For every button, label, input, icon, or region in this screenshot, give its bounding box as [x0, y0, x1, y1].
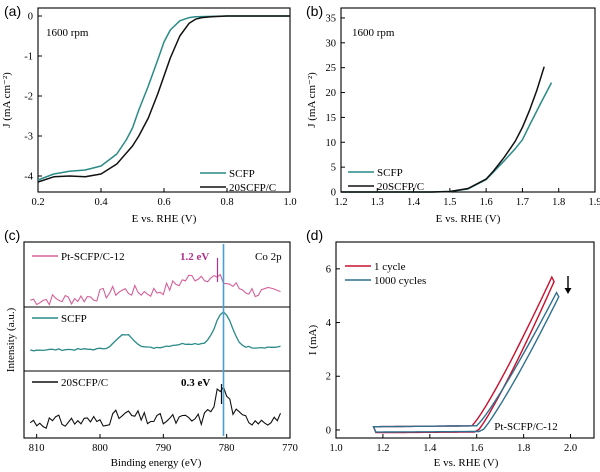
x-tick-label: 1.2: [334, 197, 347, 208]
y-tick-label: -4: [24, 172, 33, 183]
x-tick-label: 1.8: [552, 197, 565, 208]
plot-frame-b: [340, 7, 596, 193]
x-tick-label: 780: [219, 443, 235, 454]
y-tick-label: 0: [28, 12, 33, 23]
legend-label-1000cycles: 1000 cycles: [374, 275, 426, 287]
y-tick-label: 4: [326, 318, 332, 329]
curves-a: [37, 15, 290, 183]
legend-a: SCFP 20SCFP/C: [200, 168, 276, 194]
xlabel-d: E vs. RHE (V): [434, 457, 499, 469]
annotation-c: Co 2p: [255, 251, 282, 263]
x-tick-label: 0.4: [94, 197, 108, 208]
xlabel-c: Binding energy (eV): [111, 457, 202, 469]
spectrum-ptscfp: [30, 273, 281, 306]
y-tick-label: 0: [331, 188, 336, 199]
x-tick-label: 1.9: [588, 197, 600, 208]
x-tick-label: 1.2: [376, 443, 389, 454]
y-tick-label: 5: [331, 163, 336, 174]
x-tick-label: 0.8: [220, 197, 233, 208]
x-tick-label: 810: [29, 443, 45, 454]
series-line-b-0: [341, 82, 553, 193]
series-line-b-1: [341, 66, 545, 193]
legend-label-20scfpc-b: 20SCFP/C: [377, 181, 424, 193]
ticks-b: 1.2 1.3 1.4 1.5 1.6 1.7 1.8 1.9 0 5 10 15 20 25 30 35: [326, 13, 600, 208]
cv-1000-cycles: [372, 291, 560, 433]
panel-b: (b) 1600 rpm 1.2 1.3 1.4 1.5 1.6 1.7 1.8 1.9051…: [306, 3, 600, 225]
panel-d: (d) 1.0 1.2 1.4 1.6 1.8 2.0 0 2 4 6 1 cycle 1000 …: [306, 227, 595, 469]
y-tick-label: 10: [326, 138, 337, 149]
plot-frame-d: [335, 241, 595, 439]
x-tick-label: 1.4: [407, 197, 421, 208]
x-tick-label: 800: [92, 443, 108, 454]
ylabel-d: I (mA): [307, 325, 319, 356]
xlabel-b: E vs. RHE (V): [436, 213, 501, 225]
legend-label-scfp-b: SCFP: [377, 167, 403, 179]
ylabel-b: J (mA cm⁻²): [306, 72, 318, 128]
x-tick-label: 1.4: [423, 443, 437, 454]
panel-a: (a) 1600 rpm 0.2 0.4 0.6 0.8 1.0 0 -1 -2 -3 -4 SC…: [1, 3, 297, 225]
x-tick-label: 2.0: [564, 443, 577, 454]
y-tick-label: 0: [326, 425, 331, 436]
x-tick-label: 0.6: [157, 197, 170, 208]
x-tick-label: 1.7: [516, 197, 529, 208]
spectrum-scfp: [30, 310, 281, 352]
legend-label-scfp: SCFP: [229, 168, 255, 180]
y-tick-label: 30: [326, 38, 337, 49]
ticks-a: 0.2 0.4 0.6 0.8 1.0 0 -1 -2 -3 -4: [24, 12, 296, 209]
y-tick-label: 6: [326, 264, 331, 275]
x-tick-label: 1.3: [371, 197, 384, 208]
series-line-a-1: [37, 15, 290, 183]
shift-label-1: 1.2 eV: [180, 251, 209, 263]
legend-label-scfp-c: SCFP: [61, 313, 87, 325]
legend-label-20scfpc-c: 20SCFP/C: [61, 377, 108, 389]
ticks-d: 1.0 1.2 1.4 1.6 1.8 2.0 0 2 4 6: [326, 264, 577, 454]
panel-c: (c) 810 800 790 780 770 Co 2p Pt-SCFP/C-12 S…: [4, 227, 298, 469]
xlabel-a: E vs. RHE (V): [132, 213, 197, 225]
ylabel-a: J (mA cm⁻²): [1, 72, 13, 128]
ylabel-c: Intensity (a.u.): [5, 307, 17, 372]
curves-c: [29, 244, 282, 436]
panel-label-d: (d): [306, 227, 323, 243]
x-tick-label: 1.6: [480, 197, 493, 208]
x-tick-label: 1.8: [517, 443, 530, 454]
x-tick-label: 770: [282, 443, 298, 454]
x-tick-label: 1.0: [329, 443, 342, 454]
curves-b: [341, 66, 553, 193]
y-tick-label: 2: [326, 372, 331, 383]
y-tick-label: 20: [326, 88, 337, 99]
annotation-b: 1600 rpm: [352, 27, 395, 39]
shift-label-2: 0.3 eV: [181, 377, 210, 389]
x-tick-label: 1.5: [443, 197, 456, 208]
panel-label-a: (a): [4, 3, 21, 19]
plot-frame-c: [23, 241, 291, 439]
series-line-a-0: [37, 15, 290, 181]
annotation-a: 1600 rpm: [46, 27, 89, 39]
x-tick-label: 0.2: [31, 197, 44, 208]
legend-label-ptscfp: Pt-SCFP/C-12: [61, 251, 125, 263]
ticks-c: 810 800 790 780 770: [29, 434, 298, 454]
legend-label-1cycle: 1 cycle: [374, 261, 406, 273]
y-tick-label: -3: [24, 132, 33, 143]
legend-b: SCFP 20SCFP/C: [348, 167, 424, 193]
x-tick-label: 790: [155, 443, 171, 454]
annotation-d: Pt-SCFP/C-12: [494, 421, 558, 433]
y-tick-label: 15: [326, 113, 337, 124]
legend-label-20scfpc: 20SCFP/C: [229, 182, 276, 194]
y-tick-label: 35: [326, 13, 337, 24]
down-arrow-head: [564, 288, 572, 294]
curves-d: [372, 275, 560, 434]
cv-1-cycle: [372, 275, 555, 434]
panel-label-b: (b): [306, 3, 323, 19]
y-tick-label: -2: [24, 92, 33, 103]
spectrum-20scfpc: [29, 385, 282, 429]
y-tick-label: -1: [24, 52, 33, 63]
x-tick-label: 1.6: [470, 443, 483, 454]
down-arrow: [564, 276, 572, 294]
panel-label-c: (c): [4, 227, 20, 243]
legend-d: 1 cycle 1000 cycles: [345, 261, 426, 287]
legend-c: Pt-SCFP/C-12 SCFP 20SCFP/C: [32, 251, 125, 389]
y-tick-label: 25: [326, 63, 337, 74]
x-tick-label: 1.0: [283, 197, 296, 208]
